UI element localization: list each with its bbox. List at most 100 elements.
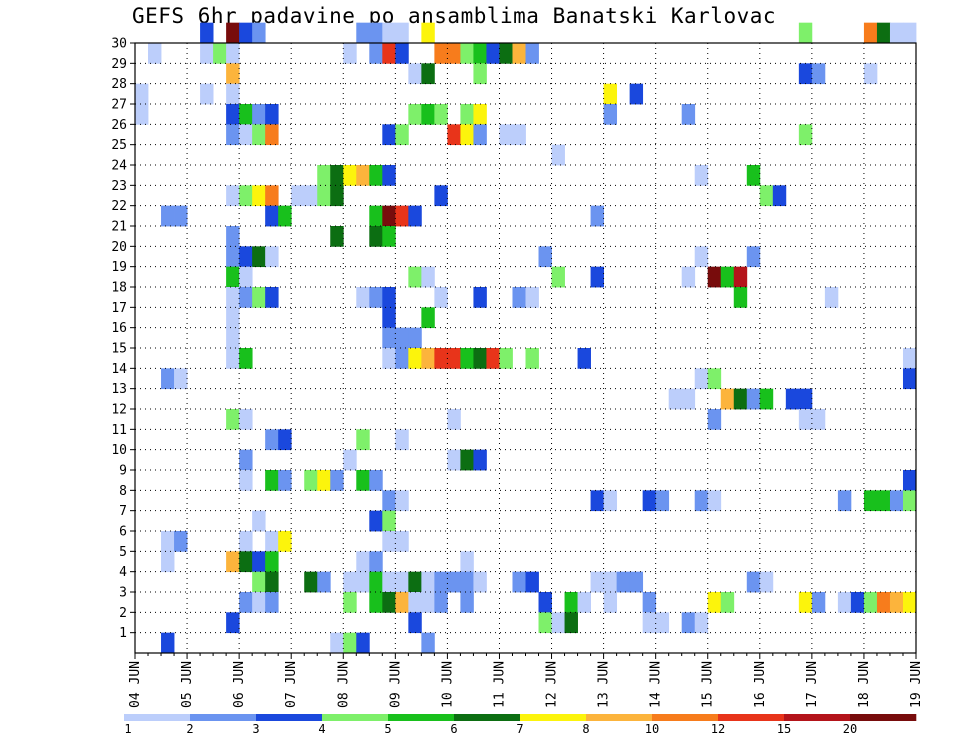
heatmap-cell bbox=[902, 592, 917, 613]
heatmap-cell bbox=[603, 83, 618, 105]
heatmap-cell bbox=[681, 266, 696, 288]
heatmap-cell bbox=[317, 185, 331, 207]
y-tick-label: 12 bbox=[111, 403, 127, 418]
heatmap-cell bbox=[317, 571, 331, 593]
y-tick-label: 1 bbox=[119, 626, 127, 641]
heatmap-cell bbox=[629, 571, 644, 593]
heatmap-cell bbox=[785, 388, 800, 410]
heatmap-cell bbox=[135, 104, 149, 125]
y-tick-label: 14 bbox=[111, 362, 127, 377]
y-tick-label: 6 bbox=[119, 525, 127, 540]
heatmap-cell bbox=[382, 348, 396, 369]
heatmap-cell bbox=[720, 266, 735, 288]
heatmap-cell bbox=[174, 368, 188, 390]
colorbar-swatch bbox=[652, 714, 719, 721]
heatmap-cell bbox=[421, 571, 435, 593]
heatmap-cell bbox=[239, 266, 253, 288]
heatmap-cell bbox=[356, 632, 370, 654]
heatmap-cell bbox=[512, 43, 526, 64]
heatmap-cell bbox=[707, 592, 722, 613]
x-tick-label: 17 JUN bbox=[805, 661, 820, 708]
heatmap-cell bbox=[317, 165, 331, 186]
heatmap-cell bbox=[499, 43, 513, 64]
heatmap-cell bbox=[239, 124, 253, 146]
x-tick-label: 11 JUN bbox=[492, 661, 507, 708]
y-tick-label: 8 bbox=[119, 484, 127, 499]
heatmap-cell bbox=[629, 83, 644, 105]
heatmap-cell bbox=[863, 490, 878, 512]
heatmap-cell bbox=[408, 327, 422, 349]
y-tick-label: 19 bbox=[111, 260, 127, 275]
y-tick-label: 5 bbox=[119, 545, 127, 560]
heatmap-cell bbox=[460, 104, 474, 125]
heatmap-cell bbox=[746, 571, 761, 593]
y-tick-label: 24 bbox=[111, 159, 127, 174]
heatmap-cell bbox=[460, 348, 474, 369]
heatmap-cell bbox=[239, 287, 253, 308]
heatmap-cell bbox=[538, 246, 552, 268]
heatmap-cell bbox=[434, 104, 448, 125]
heatmap-cell bbox=[226, 612, 240, 634]
x-tick-label: 16 JUN bbox=[753, 661, 768, 708]
colorbar-swatch bbox=[190, 714, 257, 721]
heatmap-cell bbox=[382, 205, 396, 227]
heatmap-cell bbox=[798, 124, 813, 146]
colorbar-label: 8 bbox=[582, 722, 589, 736]
heatmap-cell bbox=[200, 43, 214, 64]
y-tick-label: 30 bbox=[111, 37, 127, 52]
heatmap-cell bbox=[226, 266, 240, 288]
heatmap-cell bbox=[408, 266, 422, 288]
colorbar-swatch bbox=[256, 714, 323, 721]
heatmap-cell bbox=[889, 22, 904, 44]
colorbar-swatch bbox=[586, 714, 653, 721]
heatmap-cell bbox=[382, 43, 396, 64]
heatmap-cell bbox=[265, 571, 279, 593]
heatmap-cell bbox=[369, 551, 383, 573]
heatmap-cell bbox=[564, 592, 578, 613]
heatmap-cell bbox=[369, 226, 383, 247]
heatmap-cell bbox=[265, 124, 279, 146]
heatmap-cell bbox=[486, 348, 500, 369]
heatmap-cell bbox=[772, 185, 787, 207]
y-tick-label: 7 bbox=[119, 504, 127, 519]
heatmap-cell bbox=[603, 490, 618, 512]
heatmap-cell bbox=[603, 571, 618, 593]
heatmap-cell bbox=[239, 470, 253, 491]
heatmap-cell bbox=[837, 592, 852, 613]
heatmap-cell bbox=[226, 551, 240, 573]
heatmap-cell bbox=[707, 490, 722, 512]
colorbar-swatch bbox=[388, 714, 455, 721]
heatmap-cell bbox=[356, 429, 370, 451]
heatmap-cell bbox=[395, 490, 409, 512]
heatmap-cell bbox=[161, 368, 175, 390]
heatmap-cell bbox=[902, 22, 917, 44]
heatmap-cell bbox=[863, 22, 878, 44]
heatmap-cell bbox=[525, 287, 539, 308]
heatmap-cell bbox=[252, 571, 266, 593]
heatmap-cell bbox=[343, 43, 357, 64]
heatmap-cell bbox=[382, 571, 396, 593]
heatmap-cell bbox=[876, 592, 891, 613]
heatmap-cell bbox=[824, 287, 839, 308]
colorbar-label: 6 bbox=[450, 722, 457, 736]
heatmap-cell bbox=[707, 409, 722, 430]
heatmap-cell bbox=[226, 287, 240, 308]
heatmap-cell bbox=[369, 205, 383, 227]
heatmap-cell bbox=[239, 348, 253, 369]
colorbar-swatch bbox=[124, 714, 191, 721]
heatmap-cell bbox=[408, 348, 422, 369]
heatmap-cell bbox=[421, 632, 435, 654]
heatmap-cell bbox=[447, 43, 461, 64]
y-tick-label: 29 bbox=[111, 57, 127, 72]
heatmap-cell bbox=[369, 571, 383, 593]
colorbar-swatch bbox=[718, 714, 785, 721]
heatmap-cell bbox=[291, 185, 305, 207]
heatmap-cell bbox=[369, 22, 383, 44]
heatmap-cell bbox=[421, 307, 435, 329]
heatmap-cell bbox=[759, 571, 774, 593]
heatmap-cell bbox=[382, 490, 396, 512]
heatmap-cell bbox=[707, 368, 722, 390]
heatmap-cell bbox=[590, 490, 604, 512]
heatmap-cell bbox=[681, 612, 696, 634]
heatmap-cell bbox=[746, 165, 761, 186]
